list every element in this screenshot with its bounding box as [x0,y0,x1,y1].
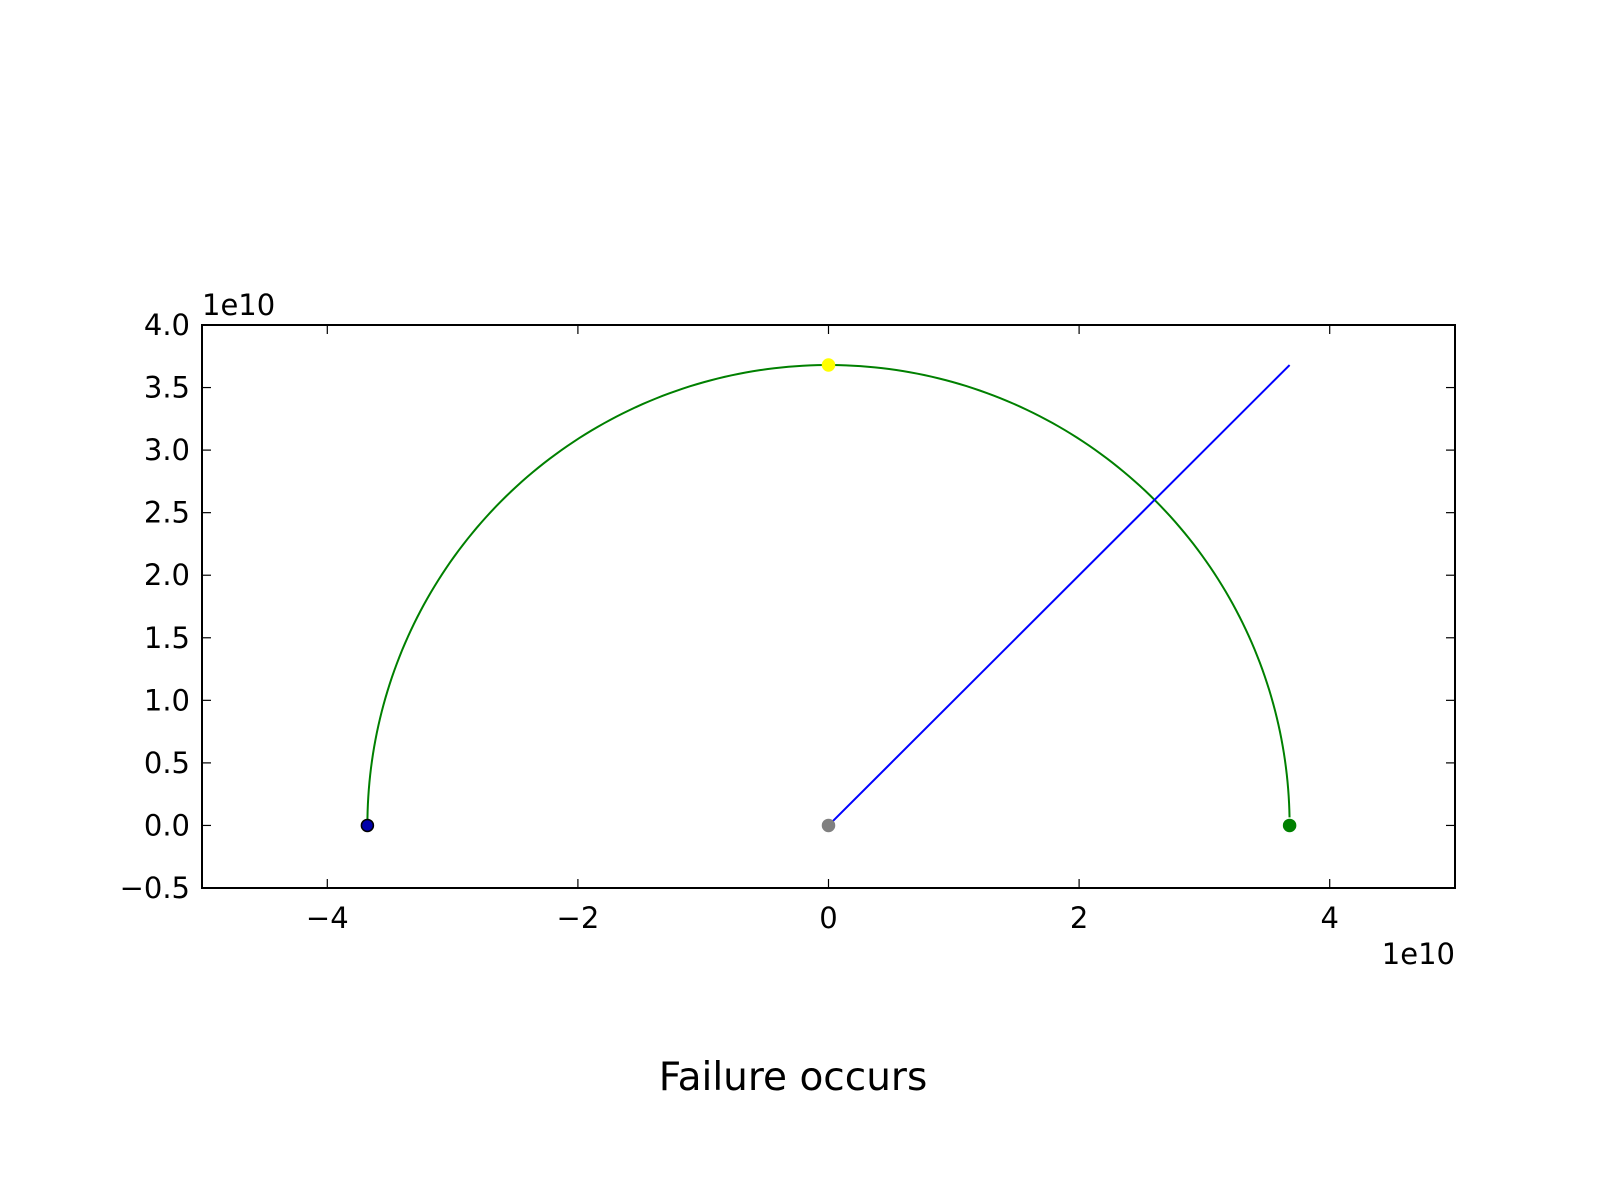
x-offset-text: 1e10 [1382,937,1455,971]
y-tick-label: 1.5 [144,621,190,655]
x-tick-label: 2 [1070,901,1088,935]
y-tick-label: 0.5 [144,746,190,780]
x-tick-label: −4 [306,901,349,935]
x-tick-label: 0 [819,901,837,935]
x-tick-label: −2 [557,901,600,935]
series-line [827,364,1291,827]
y-tick-label: 2.0 [144,558,190,592]
x-tick-label: 4 [1320,901,1338,935]
marker-point [821,358,836,372]
y-tick-label: 3.0 [144,433,190,467]
marker-point [360,818,375,833]
marker-point [821,818,836,833]
y-tick-label: 3.5 [144,371,190,405]
y-tick-label: 2.5 [144,496,190,530]
series-arc [366,364,1291,826]
axes-frame [201,324,1456,889]
marker-point [1282,818,1297,833]
y-tick-label: 1.0 [144,683,190,717]
figure-caption: Failure occurs [659,1055,928,1100]
axis-ticks: −4 −2 0 2 4 −0.5 0.0 0.5 1.0 1.5 2.0 2.5 3.0 3.5 4.0 [120,308,1455,935]
y-offset-text: 1e10 [202,288,275,322]
y-tick-label: 4.0 [144,308,190,342]
y-tick-label: −0.5 [120,871,190,905]
plot-marks [360,358,1297,833]
y-tick-label: 0.0 [144,808,190,842]
